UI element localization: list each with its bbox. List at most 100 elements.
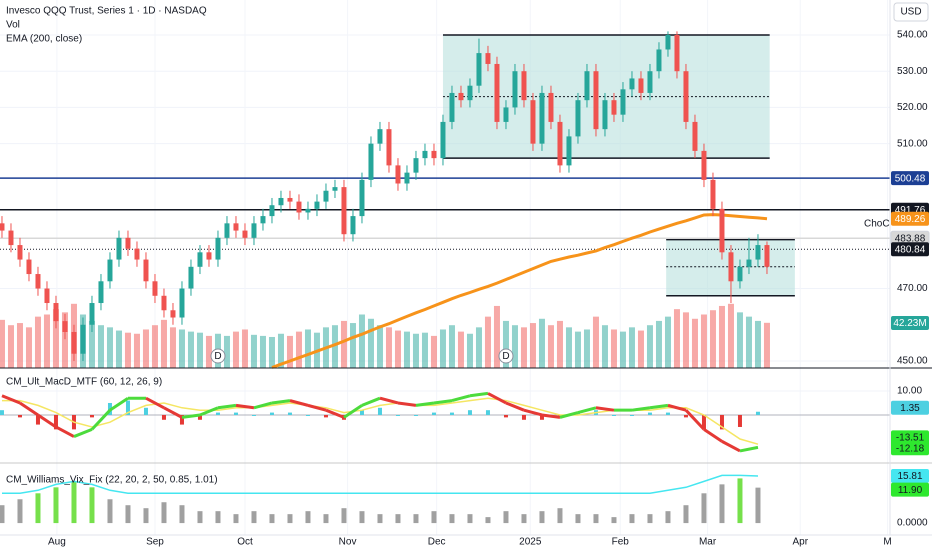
candle [152,274,158,304]
candle [710,172,716,217]
volume-bar [358,314,365,368]
macd-segment [271,399,291,405]
wvf-bar [233,514,239,524]
candle [35,266,41,296]
wvf-value: 11.90 [898,485,923,496]
wvf-bar [701,493,707,524]
level-label: 491.76 [895,205,926,216]
candle-body [53,303,59,322]
histogram-bar [215,412,220,415]
candle [278,190,284,213]
histogram-bar [539,414,544,420]
wvf-bar [413,514,419,524]
candle [269,197,275,224]
volume-bar [502,320,509,368]
candle [629,71,635,97]
volume-bar [556,320,563,368]
hist-value-bg [891,400,929,415]
macd-segment [667,403,687,412]
wvf-bar [359,511,365,524]
macd-segment [703,428,723,443]
wvf-bar [107,499,113,524]
histogram-bar [197,414,202,420]
candle-body [440,121,446,159]
histogram-bar [125,400,130,415]
y-tick-label: 450.00 [897,356,928,367]
histogram-bar [467,410,472,415]
candle-body [179,288,185,318]
wvf-bar [53,487,59,524]
candle-body [431,150,437,159]
candle-body [44,288,50,304]
candle [332,179,338,198]
volume-bar [331,325,338,368]
signal-value-bg [891,441,929,456]
volume-bar [169,327,176,368]
histogram-bar [629,414,634,416]
candle [494,56,500,130]
currency: USD [900,7,921,18]
candle [503,100,509,130]
volume-bar [520,327,527,368]
candle-body [602,100,608,130]
wvf-bar [485,517,491,524]
candle [53,295,59,329]
x-tick-label: Apr [792,537,808,548]
candle [134,241,140,267]
histogram-bar [233,412,238,415]
candle [701,143,707,188]
histogram-bar [251,414,256,416]
candle [116,230,122,267]
candle-body [89,303,95,325]
volume-bar [709,310,716,368]
volume-bar [439,329,446,368]
y-tick-label: 0.0000 [897,518,928,529]
x-tick-label: Feb [612,537,630,548]
volume-bar [7,325,14,368]
wvf-bar [467,514,473,524]
level-label: 483.88 [895,233,926,244]
candle [368,136,374,188]
candle-body [485,53,491,64]
candle [341,179,347,242]
volume-bar [304,329,311,368]
candle [692,114,698,159]
candle-body [368,143,374,180]
wvf-bar [17,499,23,524]
candle-body [224,223,230,238]
wvf-bar [503,511,509,524]
x-tick-label: 2025 [519,537,542,548]
histogram-bar [431,412,436,415]
candle-body [737,266,743,282]
wvf-bar [611,517,617,524]
macd-segment [415,401,435,407]
volume-bar [547,325,554,368]
macd-segment [631,406,651,412]
histogram-bar [413,414,418,416]
volume-bar [511,325,518,368]
wvf-value-bg [891,482,929,497]
histogram-bar [161,414,166,420]
volume-bar [448,325,455,368]
candle-body [71,331,77,354]
candle-body [260,216,266,224]
x-tick-label: Nov [339,537,357,548]
wvf-bar [521,514,527,524]
histogram-bar [611,414,616,416]
candle [71,324,77,361]
volume-bar [700,314,707,368]
candle-body [170,310,176,318]
currency-box[interactable] [893,2,929,22]
candle [611,92,617,122]
candle-body [305,208,311,213]
volume-bar [529,323,536,368]
candle-body [719,208,725,253]
candle-body [413,158,419,173]
candle [215,230,221,267]
candle-body [458,92,464,101]
macd-legend: CM_Ult_MacD_MTF (60, 12, 26, 9) [6,377,162,388]
histogram-bar [89,414,94,418]
candle [395,158,401,191]
candle [143,252,149,289]
macd-segment [90,409,112,431]
